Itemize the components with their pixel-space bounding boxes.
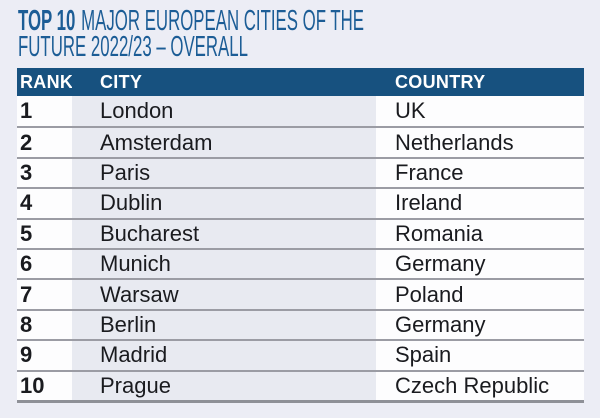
cell-country: Netherlands (376, 128, 584, 157)
title-bold-prefix: TOP 10 (18, 5, 76, 37)
cell-country: Ireland (376, 189, 584, 218)
title-line-1: TOP 10 MAJOR EUROPEAN CITIES OF THE (18, 5, 600, 37)
cell-rank: 7 (17, 280, 72, 309)
cell-rank: 5 (17, 219, 72, 248)
table-row: 3 Paris France (17, 156, 584, 188)
table-row: 8 Berlin Germany (17, 308, 584, 340)
header-country: COUNTRY (395, 71, 486, 92)
cell-country: Romania (376, 219, 584, 248)
cell-country: France (376, 158, 584, 188)
cell-city: Amsterdam (72, 128, 376, 157)
cell-city: Warsaw (72, 280, 376, 309)
cell-city: Munich (72, 249, 376, 279)
cell-rank: 3 (17, 158, 72, 188)
cell-rank: 1 (17, 96, 72, 127)
cell-city: Dublin (72, 189, 376, 218)
table-row: 5 Bucharest Romania (17, 217, 584, 248)
cell-country: Czech Republic (376, 371, 584, 400)
cell-country: Germany (376, 310, 584, 340)
cell-city: Berlin (72, 310, 376, 340)
table-row: 10 Prague Czech Republic (17, 369, 584, 400)
cell-rank: 4 (17, 189, 72, 218)
cell-country: Germany (376, 249, 584, 279)
cell-rank: 8 (17, 310, 72, 340)
cell-city: Madrid (72, 341, 376, 370)
cell-city: Prague (72, 371, 376, 400)
cell-city: Bucharest (72, 219, 376, 248)
cell-rank: 2 (17, 128, 72, 157)
table-row: 9 Madrid Spain (17, 339, 584, 370)
table-header-row: RANK CITY COUNTRY (17, 68, 584, 96)
title-line-2: FUTURE 2022/23 – OVERALL (18, 31, 600, 63)
title-line2-text: FUTURE 2022/23 – OVERALL (18, 31, 248, 63)
page-title: TOP 10 MAJOR EUROPEAN CITIES OF THE FUTUR… (0, 0, 600, 63)
cell-rank: 6 (17, 249, 72, 279)
cell-country: UK (376, 96, 584, 127)
table-row: 4 Dublin Ireland (17, 187, 584, 218)
table-body: 1 London UK 2 Amsterdam Netherlands 3 Paris Fran… (17, 96, 584, 403)
table-row: 6 Munich Germany (17, 247, 584, 279)
header-city: CITY (100, 71, 143, 92)
cell-city: Paris (72, 158, 376, 188)
cell-city: London (72, 96, 376, 127)
table-row: 1 London UK (17, 96, 584, 127)
ranking-table: RANK CITY COUNTRY 1 London UK 2 Amsterdam Net… (17, 68, 584, 403)
table-row: 7 Warsaw Poland (17, 278, 584, 309)
cell-rank: 10 (17, 371, 72, 400)
cell-rank: 9 (17, 341, 72, 370)
table-row: 2 Amsterdam Netherlands (17, 126, 584, 157)
header-rank: RANK (20, 71, 72, 92)
cell-country: Poland (376, 280, 584, 309)
title-line1-rest: MAJOR EUROPEAN CITIES OF THE (81, 5, 365, 37)
cell-country: Spain (376, 341, 584, 370)
